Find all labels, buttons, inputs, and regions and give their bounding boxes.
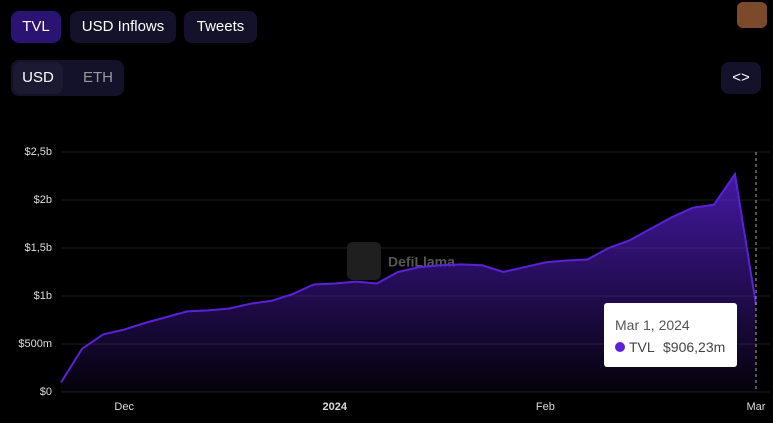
tooltip-value: $906,23m <box>663 339 726 355</box>
line <box>60 171 757 383</box>
y-tick-label: $0 <box>40 386 52 398</box>
y-tick-label: $2b <box>34 194 52 206</box>
y-tick-label: $2,5b <box>24 146 52 158</box>
currency-option[interactable]: ETH <box>83 69 113 86</box>
logo <box>737 2 767 28</box>
currency-option[interactable]: USD <box>13 62 63 94</box>
y-tick-label: $1,5b <box>24 242 52 254</box>
tooltip-series: TVL <box>629 339 655 355</box>
tab[interactable]: TVL <box>11 11 61 43</box>
y-tick-label: $1b <box>34 290 52 302</box>
x-tick-label: 2024 <box>323 401 348 413</box>
x-tick-label: Dec <box>114 401 134 413</box>
tooltip-dot <box>615 342 625 352</box>
y-tick-label: $500m <box>18 338 52 350</box>
area <box>61 174 756 392</box>
tab[interactable]: USD Inflows <box>70 11 176 43</box>
embed-button[interactable]: <> <box>721 62 761 94</box>
tab[interactable]: Tweets <box>184 11 257 43</box>
x-tick-label: Feb <box>536 401 555 413</box>
x-tick-label: Mar <box>747 401 766 413</box>
tooltip-title: Mar 1, 2024 <box>615 317 690 333</box>
watermark-logo <box>347 242 381 280</box>
tooltip: Mar 1, 2024 TVL $906,23m <box>604 303 737 367</box>
